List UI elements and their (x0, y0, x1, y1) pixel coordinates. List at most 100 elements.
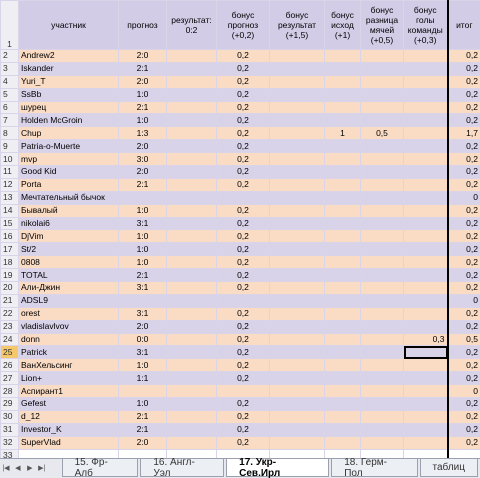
bonus-goals-cell[interactable] (403, 49, 448, 63)
total-cell[interactable]: 0,2 (446, 229, 480, 244)
bonus-goals-cell[interactable] (403, 61, 448, 76)
bonus-forecast-cell[interactable]: 0,2 (216, 113, 270, 128)
result-cell[interactable] (166, 384, 217, 399)
total-cell[interactable]: 0,2 (446, 306, 480, 321)
bonus-forecast-cell[interactable]: 0,2 (216, 397, 270, 411)
bonus-outcome-cell[interactable] (324, 435, 361, 450)
result-cell[interactable] (166, 306, 217, 321)
row-header[interactable]: 19 (0, 268, 19, 283)
bonus-result-cell[interactable] (269, 126, 325, 141)
bonus-outcome-cell[interactable] (324, 74, 361, 89)
participant-cell[interactable]: Lion+ (18, 371, 119, 386)
row-header[interactable]: 23 (0, 319, 19, 334)
header-bonus-outcome[interactable]: бонус исход (+1) (324, 0, 361, 50)
bonus-forecast-cell[interactable] (216, 190, 270, 205)
bonus-goals-cell[interactable] (403, 422, 448, 437)
bonus-outcome-cell[interactable] (324, 100, 361, 115)
row-header[interactable]: 9 (0, 139, 19, 154)
row-header[interactable]: 14 (0, 203, 19, 218)
bonus-diff-cell[interactable] (360, 319, 404, 334)
bonus-result-cell[interactable] (269, 281, 325, 295)
empty-cell[interactable] (446, 448, 480, 458)
bonus-result-cell[interactable] (269, 409, 325, 424)
bonus-outcome-cell[interactable] (324, 190, 361, 205)
header-bonus-forecast[interactable]: бонус прогноз (+0,2) (216, 0, 270, 50)
participant-cell[interactable]: Iskander (18, 61, 119, 76)
result-cell[interactable] (166, 126, 217, 141)
sheet-tab[interactable]: таблиц (419, 459, 478, 477)
last-sheet-icon[interactable]: ▶| (38, 465, 46, 472)
participant-cell[interactable]: vladislavlvov (18, 319, 119, 334)
bonus-diff-cell[interactable] (360, 229, 404, 244)
forecast-cell[interactable] (118, 384, 167, 399)
participant-cell[interactable]: ADSL9 (18, 293, 119, 308)
bonus-result-cell[interactable] (269, 100, 325, 115)
bonus-outcome-cell[interactable] (324, 319, 361, 334)
bonus-outcome-cell[interactable]: 1 (324, 126, 361, 141)
result-cell[interactable] (166, 293, 217, 308)
bonus-outcome-cell[interactable] (324, 422, 361, 437)
bonus-goals-cell[interactable] (403, 203, 448, 218)
bonus-diff-cell[interactable] (360, 74, 404, 89)
row-header[interactable]: 30 (0, 409, 19, 424)
participant-cell[interactable]: Good Kid (18, 165, 119, 179)
bonus-forecast-cell[interactable]: 0,2 (216, 345, 270, 360)
total-cell[interactable]: 0,2 (446, 242, 480, 257)
forecast-cell[interactable]: 1:0 (118, 397, 167, 411)
bonus-forecast-cell[interactable]: 0,2 (216, 306, 270, 321)
bonus-outcome-cell[interactable] (324, 345, 361, 360)
bonus-goals-cell[interactable] (403, 152, 448, 167)
result-cell[interactable] (166, 100, 217, 115)
bonus-goals-cell[interactable] (403, 126, 448, 141)
total-cell[interactable]: 0,2 (446, 409, 480, 424)
bonus-outcome-cell[interactable] (324, 177, 361, 192)
bonus-goals-cell[interactable] (403, 384, 448, 399)
bonus-diff-cell[interactable] (360, 49, 404, 63)
bonus-outcome-cell[interactable] (324, 216, 361, 231)
bonus-outcome-cell[interactable] (324, 139, 361, 154)
participant-cell[interactable]: St/2 (18, 242, 119, 257)
bonus-diff-cell[interactable] (360, 384, 404, 399)
bonus-result-cell[interactable] (269, 319, 325, 334)
bonus-result-cell[interactable] (269, 255, 325, 270)
total-cell[interactable]: 0,2 (446, 371, 480, 386)
total-cell[interactable]: 0,2 (446, 165, 480, 179)
bonus-outcome-cell[interactable] (324, 229, 361, 244)
header-bonus-goals[interactable]: бонус голы команды (+0,3) (403, 0, 448, 50)
result-cell[interactable] (166, 409, 217, 424)
bonus-result-cell[interactable] (269, 332, 325, 347)
total-cell[interactable]: 0,2 (446, 61, 480, 76)
total-cell[interactable]: 0,2 (446, 319, 480, 334)
participant-cell[interactable]: donn (18, 332, 119, 347)
bonus-result-cell[interactable] (269, 74, 325, 89)
bonus-forecast-cell[interactable]: 0,2 (216, 49, 270, 63)
participant-cell[interactable]: Бывалый (18, 203, 119, 218)
bonus-goals-cell[interactable] (403, 87, 448, 102)
bonus-goals-cell[interactable] (403, 165, 448, 179)
bonus-outcome-cell[interactable] (324, 397, 361, 411)
forecast-cell[interactable]: 3:1 (118, 306, 167, 321)
bonus-forecast-cell[interactable]: 0,2 (216, 422, 270, 437)
total-cell[interactable]: 0,2 (446, 281, 480, 295)
bonus-outcome-cell[interactable] (324, 409, 361, 424)
bonus-forecast-cell[interactable]: 0,2 (216, 203, 270, 218)
row-header[interactable]: 7 (0, 113, 19, 128)
row-header[interactable]: 28 (0, 384, 19, 399)
result-cell[interactable] (166, 74, 217, 89)
total-cell[interactable]: 0,2 (446, 87, 480, 102)
result-cell[interactable] (166, 268, 217, 283)
bonus-result-cell[interactable] (269, 229, 325, 244)
forecast-cell[interactable]: 1:0 (118, 242, 167, 257)
bonus-diff-cell[interactable] (360, 397, 404, 411)
bonus-goals-cell[interactable] (403, 435, 448, 450)
forecast-cell[interactable]: 1:1 (118, 371, 167, 386)
bonus-diff-cell[interactable] (360, 152, 404, 167)
participant-cell[interactable]: orest (18, 306, 119, 321)
bonus-goals-cell[interactable] (403, 190, 448, 205)
bonus-diff-cell[interactable] (360, 255, 404, 270)
bonus-diff-cell[interactable] (360, 332, 404, 347)
total-cell[interactable]: 0,5 (446, 332, 480, 347)
row-header[interactable]: 31 (0, 422, 19, 437)
sheet-tab[interactable]: 17. Укр-Сев.Ирл (226, 457, 330, 478)
bonus-diff-cell[interactable] (360, 139, 404, 154)
